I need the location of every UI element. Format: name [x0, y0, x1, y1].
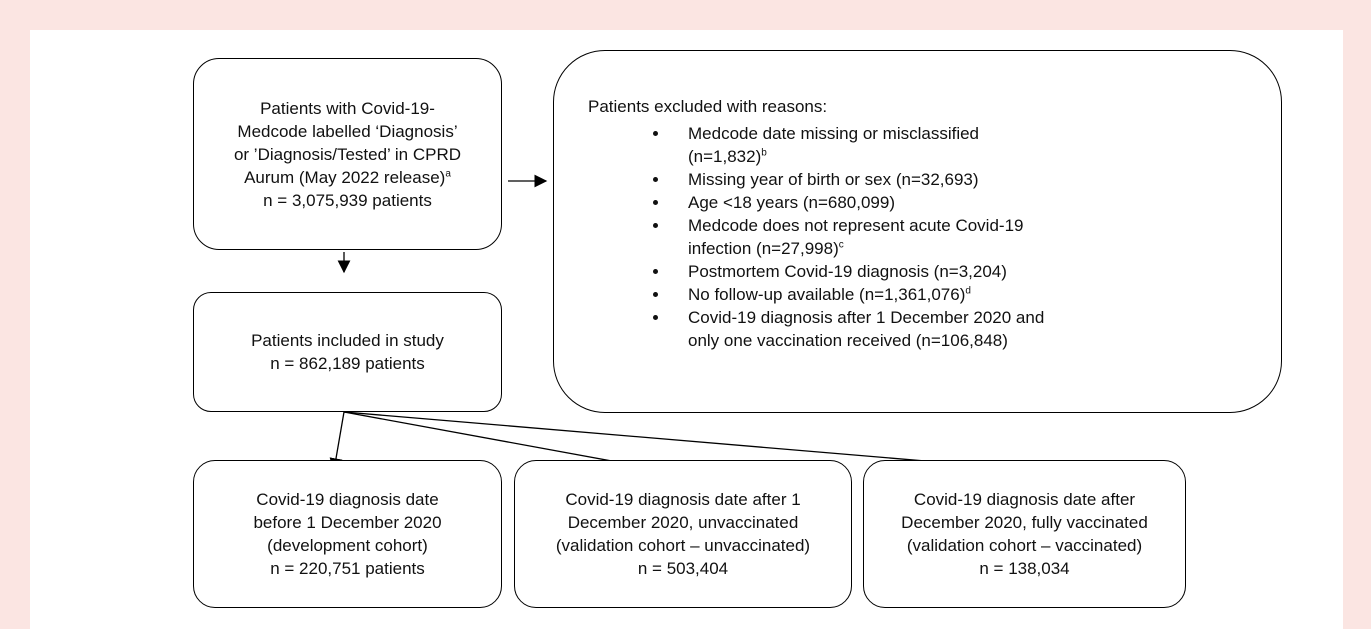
- text: Medcode labelled ‘Diagnosis’: [237, 121, 458, 141]
- reason: Postmortem Covid-19 diagnosis (n=3,204): [670, 260, 1281, 283]
- text-line: Age <18 years (n=680,099): [688, 191, 1281, 214]
- text-line: n = 138,034: [979, 557, 1069, 580]
- text: Aurum (May 2022 release): [244, 167, 446, 187]
- text-line: (development cohort): [267, 534, 428, 557]
- text: only one vaccination received (n=106,848…: [688, 331, 1008, 350]
- reason-list: Medcode date missing or misclassified (n=…: [588, 122, 1281, 352]
- footnote-mark: a: [445, 167, 451, 179]
- text-line: or ’Diagnosis/Tested’ in CPRD: [234, 143, 461, 166]
- text-line: (n=1,832)b: [688, 145, 1281, 168]
- footnote-mark: b: [761, 147, 767, 159]
- text-line: before 1 December 2020: [253, 511, 441, 534]
- text-line: Medcode does not represent acute Covid-1…: [688, 214, 1281, 237]
- source-box: Patients with Covid-19- Medcode labelled …: [193, 58, 502, 250]
- text-line: Postmortem Covid-19 diagnosis (n=3,204): [688, 260, 1281, 283]
- text: infection (n=27,998): [688, 239, 839, 258]
- text-line: Missing year of birth or sex (n=32,693): [688, 168, 1281, 191]
- text: Missing year of birth or sex (n=32,693): [688, 170, 979, 189]
- text: (validation cohort – unvaccinated): [555, 536, 811, 555]
- text-line: n = 862,189 patients: [270, 352, 425, 375]
- text-line: Aurum (May 2022 release)a: [244, 166, 451, 189]
- text: n = 862,189 patients: [270, 354, 425, 373]
- text-line: (validation cohort – vaccinated): [907, 534, 1142, 557]
- text: (development cohort): [267, 536, 428, 555]
- text-line: Covid-19 diagnosis date: [256, 488, 438, 511]
- text: Medcode date missing or misclassified: [688, 124, 980, 143]
- text-line: n = 503,404: [638, 557, 728, 580]
- text-line: No follow-up available (n=1,361,076)d: [688, 283, 1281, 306]
- text: (validation cohort – vaccinated): [906, 536, 1143, 555]
- cohort-box: Covid-19 diagnosis date after 1 December …: [514, 460, 852, 608]
- excluded-box: Patients excluded with reasons: Medcode d…: [553, 50, 1282, 413]
- text: Patients with Covid-19-: [260, 98, 435, 118]
- cohort-box: Covid-19 diagnosis date after December 20…: [863, 460, 1186, 608]
- text: n = 3,075,939 patients: [263, 190, 432, 210]
- text: n = 220,751 patients: [270, 559, 425, 578]
- reason: Medcode date missing or misclassified (n=…: [670, 122, 1281, 168]
- footnote-mark: d: [965, 285, 971, 297]
- text: Covid-19 diagnosis after 1 December 2020…: [688, 308, 1045, 327]
- cohort-box: Covid-19 diagnosis date before 1 December…: [193, 460, 502, 608]
- text-line: Covid-19 diagnosis after 1 December 2020…: [688, 306, 1281, 329]
- text-line: n = 3,075,939 patients: [263, 189, 432, 212]
- text: December 2020, unvaccinated: [567, 513, 799, 532]
- reason: Medcode does not represent acute Covid-1…: [670, 214, 1281, 260]
- excluded-title: Patients excluded with reasons:: [588, 97, 828, 116]
- footnote-mark: c: [838, 239, 844, 251]
- text-line: Medcode date missing or misclassified: [688, 122, 1281, 145]
- text-line: Medcode labelled ‘Diagnosis’: [237, 120, 457, 143]
- included-box: Patients included in study n = 862,189 pa…: [193, 292, 502, 412]
- text: (n=1,832): [688, 147, 762, 166]
- text-line: only one vaccination received (n=106,848…: [688, 329, 1281, 352]
- text-line: infection (n=27,998)c: [688, 237, 1281, 260]
- text-line: December 2020, fully vaccinated: [901, 511, 1148, 534]
- reason: Covid-19 diagnosis after 1 December 2020…: [670, 306, 1281, 352]
- text: Covid-19 diagnosis date: [256, 490, 439, 509]
- text-line: December 2020, unvaccinated: [568, 511, 799, 534]
- text-line: n = 220,751 patients: [270, 557, 425, 580]
- text: n = 138,034: [979, 559, 1070, 578]
- text: or ’Diagnosis/Tested’ in CPRD: [233, 144, 462, 164]
- text-line: Patients with Covid-19-: [260, 97, 435, 120]
- text: Medcode does not represent acute Covid-1…: [688, 216, 1024, 235]
- text: December 2020, fully vaccinated: [901, 513, 1148, 532]
- text: before 1 December 2020: [253, 513, 442, 532]
- text: n = 503,404: [637, 559, 729, 578]
- reason: Age <18 years (n=680,099): [670, 191, 1281, 214]
- text-line: (validation cohort – unvaccinated): [556, 534, 810, 557]
- text: Age <18 years (n=680,099): [688, 193, 895, 212]
- text-line: Covid-19 diagnosis date after: [914, 488, 1135, 511]
- text-line: Covid-19 diagnosis date after 1: [565, 488, 800, 511]
- text: Covid-19 diagnosis date after: [913, 490, 1136, 509]
- reason: No follow-up available (n=1,361,076)d: [670, 283, 1281, 306]
- text: Patients included in study: [251, 331, 444, 350]
- text-line: Patients included in study: [251, 329, 444, 352]
- text: Postmortem Covid-19 diagnosis (n=3,204): [688, 262, 1007, 281]
- reason: Missing year of birth or sex (n=32,693): [670, 168, 1281, 191]
- text: Covid-19 diagnosis date after 1: [565, 490, 801, 509]
- text: No follow-up available (n=1,361,076): [688, 285, 966, 304]
